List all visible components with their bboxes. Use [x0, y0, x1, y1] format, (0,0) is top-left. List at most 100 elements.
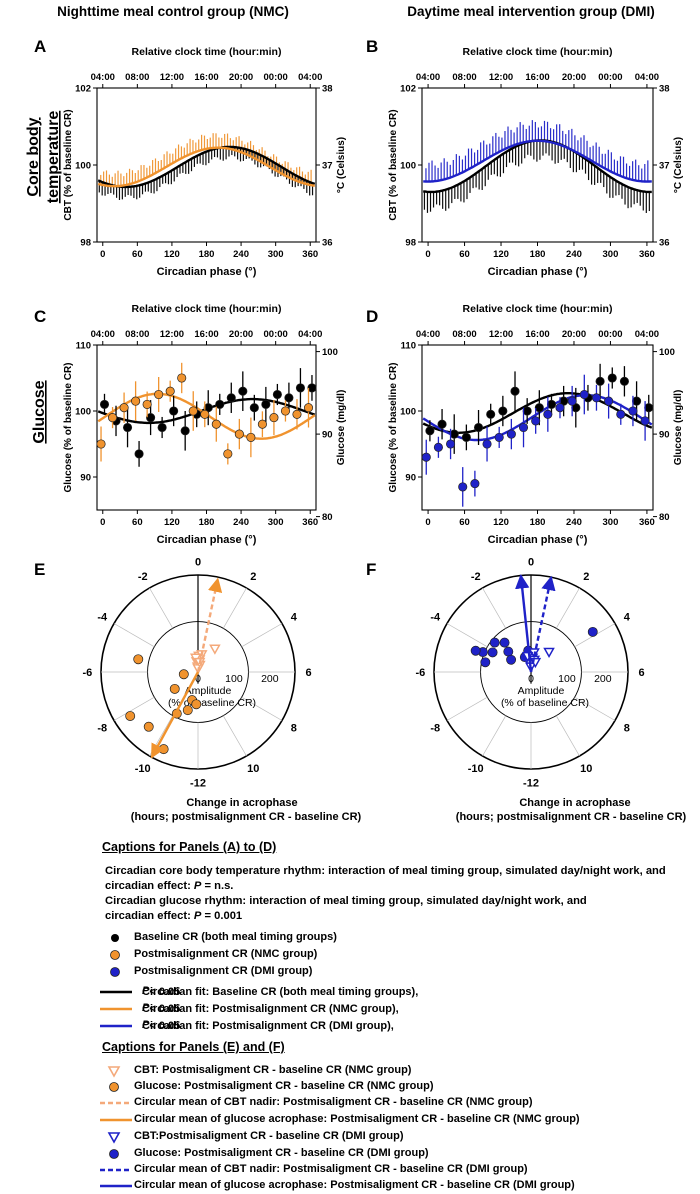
panel-e-hour-label: -10	[135, 763, 151, 775]
panel-c-point-nmc	[269, 413, 279, 423]
orange-line-icon	[100, 1118, 132, 1122]
panel-a-x-tick-label: 120	[164, 249, 180, 260]
panel-d-point-dmi	[640, 416, 650, 426]
panel-a-y-tick-label: 102	[75, 84, 91, 95]
panel-c-point-nmc	[108, 413, 118, 423]
panel-d-x-tick-label: 0	[425, 517, 430, 528]
panel-e-spoke	[113, 696, 155, 721]
panel-a-y2-axis-label: °C (Celsius)	[336, 137, 347, 193]
panel-c-point-nmc	[246, 432, 256, 442]
panel-d-point-dmi	[616, 409, 626, 419]
panel-c-letter: C	[34, 307, 46, 326]
panel-e-glucose-point	[133, 654, 144, 665]
panel-f-hour-label: -6	[416, 667, 426, 679]
panel-a-top-tick-label: 08:00	[125, 72, 149, 83]
panel-d-letter: D	[366, 307, 378, 326]
panel-e-glucose-point	[178, 669, 189, 680]
panel-b-top-tick-label: 04:00	[635, 72, 659, 83]
panel-d-top-tick-label: 00:00	[598, 329, 622, 340]
panel-d-point-dmi	[604, 396, 614, 406]
panel-f-hour-label: -12	[523, 778, 539, 790]
panel-d-top-tick-label: 12:00	[489, 329, 513, 340]
panel-b-letter: B	[366, 37, 378, 56]
legend-nmc-cbt: CBT: Postmisaligment CR - baseline CR (N…	[106, 1063, 606, 1079]
panel-d-point-baseline	[619, 376, 629, 386]
panel-c-x-tick-label: 0	[100, 517, 105, 528]
panel-f-hour-label: -2	[471, 571, 481, 583]
stats-line-2b: = n.s.	[201, 880, 234, 892]
panel-e-amp-label-1: Amplitude	[185, 685, 232, 697]
panel-a-x-tick-label: 180	[199, 249, 215, 260]
panel-d-point-baseline	[632, 396, 642, 406]
panel-a-x-tick-label: 360	[302, 249, 318, 260]
panel-f-glucose-point	[470, 645, 481, 656]
panel-c-point-baseline	[249, 403, 259, 413]
panel-a-x-tick-label: 60	[132, 249, 143, 260]
panel-f-cbt-mean-arrow	[529, 575, 556, 673]
panel-e-glucose-point	[158, 744, 169, 755]
panel-c-point-nmc	[154, 389, 164, 400]
panel-d-top-tick-label: 04:00	[635, 329, 659, 340]
panel-f-spoke	[446, 696, 488, 721]
panel-e-cbt-point	[209, 644, 221, 655]
panel-d-point-baseline	[437, 419, 447, 429]
panel-c: C Relative clock time (hour:min) 04:00 08:0…	[34, 303, 347, 546]
panel-b-top-tick-label: 08:00	[452, 72, 476, 83]
panel-b-y2-tick-label: 38	[659, 84, 670, 95]
legend-nmc-point: Postmisalignment CR (NMC group)	[107, 947, 507, 963]
panel-b-y-tick-label: 98	[405, 238, 416, 249]
stats-line-1: Circadian core body temperature rhythm: …	[105, 865, 666, 877]
panel-f-glucose-point	[480, 657, 491, 668]
panel-e-amp-tick: 200	[261, 673, 279, 685]
panel-c-point-nmc	[257, 419, 267, 429]
legend-fit-baseline-p: P	[142, 985, 150, 997]
stats-p-2: P	[193, 910, 202, 922]
captions-ef-heading: Captions for Panels (E) and (F)	[102, 1040, 285, 1054]
legend-dmi-point: Postmisalignment CR (DMI group)	[107, 964, 507, 980]
panel-b: B Relative clock time (hour:min) 04:00 08:0…	[366, 37, 684, 278]
panel-c-y2-tick-label: 80	[322, 512, 333, 523]
row-label-cbt-1: Core body	[25, 117, 42, 196]
panel-b-top-tick-label: 12:00	[489, 72, 513, 83]
panel-c-point-baseline	[122, 422, 133, 433]
panel-d-point-baseline	[607, 373, 617, 383]
panel-c-y-tick-label: 110	[76, 341, 91, 352]
legend-dmi-point-label: Postmisalignment CR (DMI group)	[134, 965, 313, 977]
panel-c-point-nmc	[188, 406, 198, 416]
legend-fit-nmc-p: P	[142, 1002, 150, 1014]
panel-c-point-nmc	[303, 403, 314, 413]
panel-e-glucose-point	[182, 705, 193, 716]
panel-d-top-tick-label: 04:00	[416, 329, 440, 340]
panel-e-hour-label: 6	[306, 667, 312, 679]
panel-e-amp-tick: 100	[225, 673, 243, 685]
panel-f-cbt-point	[543, 647, 555, 659]
panel-c-point-baseline	[284, 393, 294, 403]
panel-a-top-tick-label: 20:00	[229, 72, 253, 83]
panel-d-fit-dmi	[422, 394, 653, 442]
panel-b-y-tick-label: 102	[400, 84, 416, 95]
panel-c-point-baseline	[99, 399, 110, 409]
panel-c-point-baseline	[169, 406, 179, 416]
panel-c-point-nmc	[280, 406, 291, 416]
panel-f-amp-tick: 200	[594, 673, 612, 685]
panel-e-hour-label: 0	[195, 556, 201, 568]
panel-f-letter: F	[366, 560, 376, 579]
panel-d-point-dmi	[482, 439, 492, 449]
panel-c-point-nmc	[211, 419, 221, 429]
panel-d-top-tick-label: 16:00	[525, 329, 549, 340]
panel-d-point-baseline	[486, 409, 496, 419]
captions-ad-heading: Captions for Panels (A) to (D)	[102, 840, 277, 854]
panel-c-point-baseline	[272, 389, 282, 400]
legend-fit-dmi-p: P	[142, 1019, 150, 1031]
legend-baseline-point-label: Baseline CR (both meal timing groups)	[134, 931, 337, 943]
panel-c-point-nmc	[131, 396, 141, 406]
legend-dmi-glucose-mean: Circular mean of glucose acrophase: Post…	[98, 1178, 658, 1194]
panel-a-y-tick-label: 98	[80, 238, 91, 249]
panel-c-point-baseline	[215, 399, 225, 409]
panel-d-y-tick-label: 110	[401, 341, 416, 352]
panel-a-top-tick-label: 12:00	[160, 72, 184, 83]
panel-f-hour-label: 4	[624, 612, 631, 624]
orange-line-icon	[100, 1007, 132, 1011]
panel-d-point-baseline	[449, 429, 459, 439]
